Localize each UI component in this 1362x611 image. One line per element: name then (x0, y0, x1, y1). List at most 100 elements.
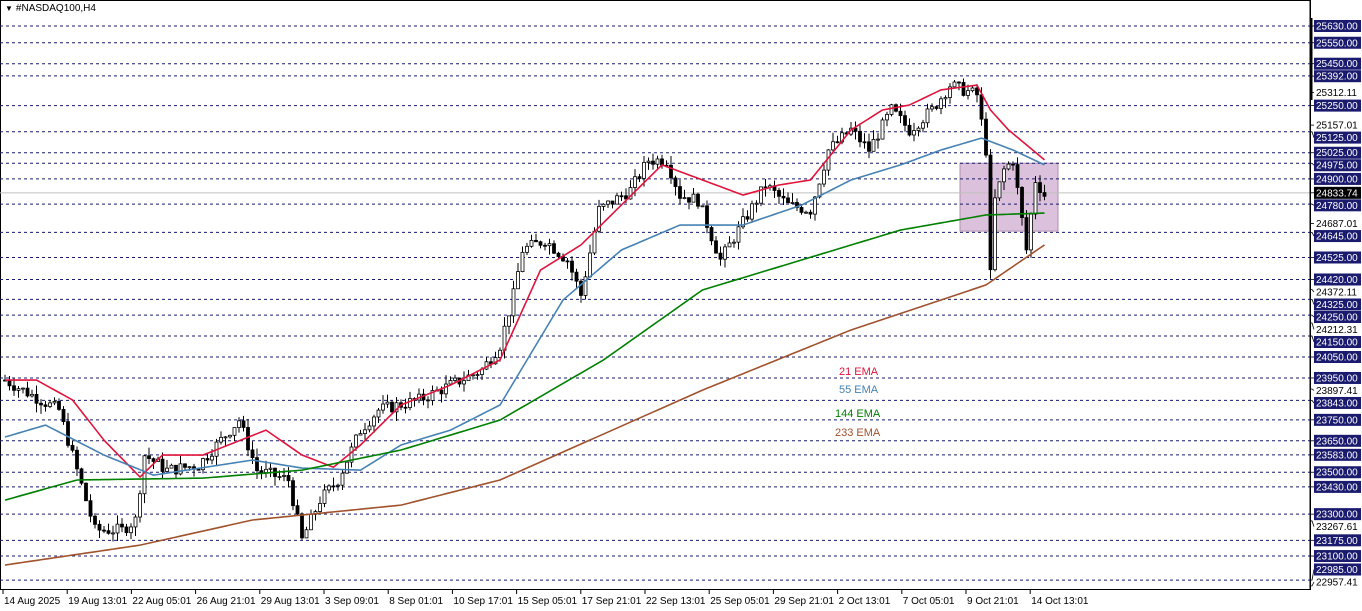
candle-body (925, 108, 930, 124)
time-label: 2 Oct 13:01 (839, 596, 891, 607)
highlight-zone (959, 162, 1059, 232)
candle (241, 415, 246, 432)
candle (219, 431, 223, 445)
candle (700, 205, 705, 208)
candle (637, 173, 642, 183)
candle (831, 132, 835, 154)
candle (111, 525, 115, 542)
candle-body (741, 216, 745, 228)
price-level-tag (1314, 563, 1361, 576)
price-level-label: 24050.00 (1316, 353, 1358, 364)
candle-body (592, 230, 597, 254)
candle-body (228, 434, 232, 438)
candle (750, 200, 754, 223)
candle-body (1033, 182, 1038, 215)
candle-body (286, 475, 291, 482)
candle-body (813, 196, 817, 215)
candle-body (426, 399, 430, 402)
price-level-label: 23175.00 (1316, 536, 1358, 547)
axis-price-label: 22957.41 (1316, 578, 1358, 589)
candle-body (408, 398, 412, 408)
candle-body (867, 141, 871, 152)
candle (349, 442, 354, 468)
candle (286, 467, 291, 488)
time-label: 7 Oct 05:01 (903, 596, 955, 607)
candle (907, 118, 912, 137)
price-level-label: 24525.00 (1316, 253, 1358, 264)
candle-body (372, 416, 376, 427)
candle (952, 79, 957, 89)
candle-body (376, 409, 381, 418)
candle-body (862, 141, 867, 144)
candle-body (916, 127, 921, 131)
candle-body (129, 526, 133, 534)
candle (885, 111, 889, 127)
axis-leader (1310, 231, 1315, 237)
candle (583, 271, 588, 300)
candle (426, 396, 430, 409)
candle-body (430, 390, 435, 401)
candle-body (763, 186, 768, 189)
axis-leader (1310, 520, 1315, 527)
candle (457, 377, 462, 388)
legend-entry: 144 EMA (835, 408, 881, 420)
candle-body (997, 181, 1002, 199)
candle (970, 86, 975, 93)
candle (1006, 161, 1011, 171)
candle (462, 371, 466, 392)
candle-body (30, 393, 34, 397)
price-level-label: 23430.00 (1316, 482, 1358, 493)
candle (1020, 186, 1024, 226)
candle-body (570, 260, 574, 273)
candle-body (624, 195, 628, 200)
candle (363, 422, 367, 442)
candle-body (507, 315, 511, 327)
candle (192, 463, 196, 477)
candle (678, 179, 682, 205)
triangle-down-icon[interactable]: ▼ (5, 4, 13, 13)
price-level-tag (1314, 550, 1361, 563)
candle (790, 193, 795, 204)
candle (646, 157, 651, 170)
candle-body (1011, 163, 1015, 166)
candle-body (727, 242, 732, 248)
candle-body (579, 280, 583, 296)
candle (867, 133, 871, 159)
candle-body (25, 387, 30, 397)
candle-body (529, 239, 534, 247)
candle (763, 179, 768, 197)
candle (34, 385, 39, 413)
candle-body (921, 122, 925, 129)
candle-body (453, 377, 457, 381)
candle-body (66, 421, 70, 446)
time-label: 19 Aug 13:01 (68, 596, 127, 607)
candle (417, 388, 421, 404)
candle-body (390, 401, 394, 413)
candle (43, 400, 48, 412)
candle-body (291, 480, 295, 507)
candle (381, 395, 385, 414)
candle (552, 240, 556, 255)
candle-body (736, 226, 741, 243)
candle (133, 514, 138, 536)
price-level-tag (1314, 159, 1361, 172)
price-level-tag (1314, 273, 1361, 286)
candle (781, 188, 786, 205)
candle (705, 200, 709, 234)
candle-body (246, 427, 250, 451)
candle-body (808, 211, 813, 215)
price-level-tag (1314, 480, 1361, 493)
candle-body (903, 115, 907, 126)
candle (358, 429, 363, 436)
candle-body (277, 476, 282, 478)
candle (741, 208, 745, 229)
candle-body (889, 104, 894, 115)
time-label: 15 Sep 05:01 (518, 596, 578, 607)
candle-body (354, 434, 358, 448)
candle (475, 372, 480, 380)
candle-body (345, 461, 349, 474)
candle-body (745, 216, 750, 220)
price-level-label: 24250.00 (1316, 312, 1358, 323)
price-level-label: 24975.00 (1316, 161, 1358, 172)
